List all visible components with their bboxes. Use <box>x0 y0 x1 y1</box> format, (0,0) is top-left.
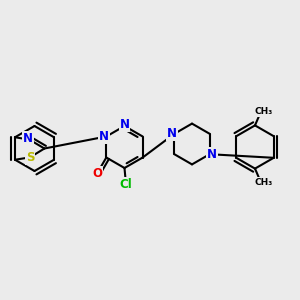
Text: N: N <box>119 118 130 131</box>
Text: Cl: Cl <box>120 178 132 191</box>
Text: O: O <box>92 167 102 180</box>
Text: S: S <box>26 151 34 164</box>
Text: CH₃: CH₃ <box>254 178 272 187</box>
Text: CH₃: CH₃ <box>254 107 272 116</box>
Text: N: N <box>167 127 177 140</box>
Text: N: N <box>23 132 33 145</box>
Text: N: N <box>99 130 109 143</box>
Text: N: N <box>207 148 217 161</box>
